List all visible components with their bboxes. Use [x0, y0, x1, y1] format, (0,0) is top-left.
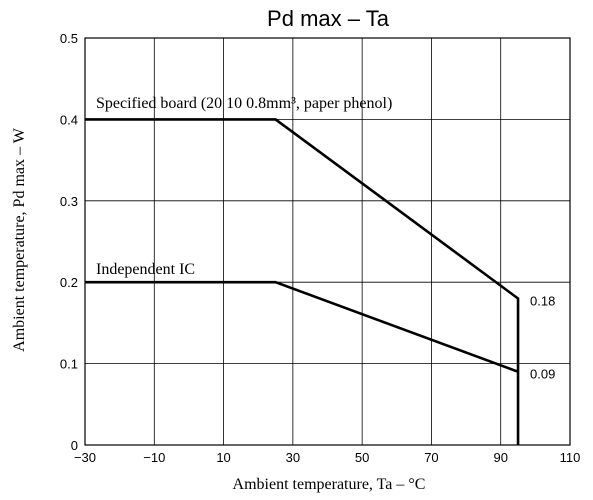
chart-title: Pd max – Ta — [267, 6, 390, 31]
x-tick-label: 90 — [493, 450, 507, 465]
x-axis-label: Ambient temperature, Ta – °C — [233, 476, 426, 493]
x-tick-label: −10 — [143, 450, 165, 465]
y-tick-label: 0.4 — [60, 112, 78, 127]
series-lines — [85, 118, 520, 445]
y-tick-label: 0.2 — [60, 275, 78, 290]
y-tick-label: 0 — [71, 438, 78, 453]
grid — [85, 38, 570, 445]
y-tick-label: 0.5 — [60, 31, 78, 46]
series-label-specified-board: Specified board (20 10 0.8mm³, paper phe… — [96, 95, 392, 112]
x-tick-label: 50 — [355, 450, 369, 465]
plot-frame — [84, 37, 571, 446]
tick-labels: −30 −10 10 30 50 70 90 110 0 0.1 0.2 0.3 0.4 0.5 — [60, 31, 580, 465]
y-tick-label: 0.3 — [60, 194, 78, 209]
x-tick-label: 30 — [286, 450, 300, 465]
x-tick-label: 110 — [560, 450, 581, 465]
series-label-independent-ic: Independent IC — [96, 261, 195, 278]
x-tick-label: −30 — [74, 450, 96, 465]
data-label-1: 0.09 — [530, 367, 555, 382]
x-tick-label: 70 — [424, 450, 438, 465]
series-line-1 — [85, 280, 519, 373]
y-tick-label: 0.1 — [60, 357, 78, 372]
x-tick-label: 10 — [216, 450, 230, 465]
data-label-0: 0.18 — [530, 293, 555, 308]
data-labels: 0.18 0.09 — [530, 293, 555, 381]
y-axis-label: Ambient temperature, Pd max – W — [11, 127, 28, 352]
